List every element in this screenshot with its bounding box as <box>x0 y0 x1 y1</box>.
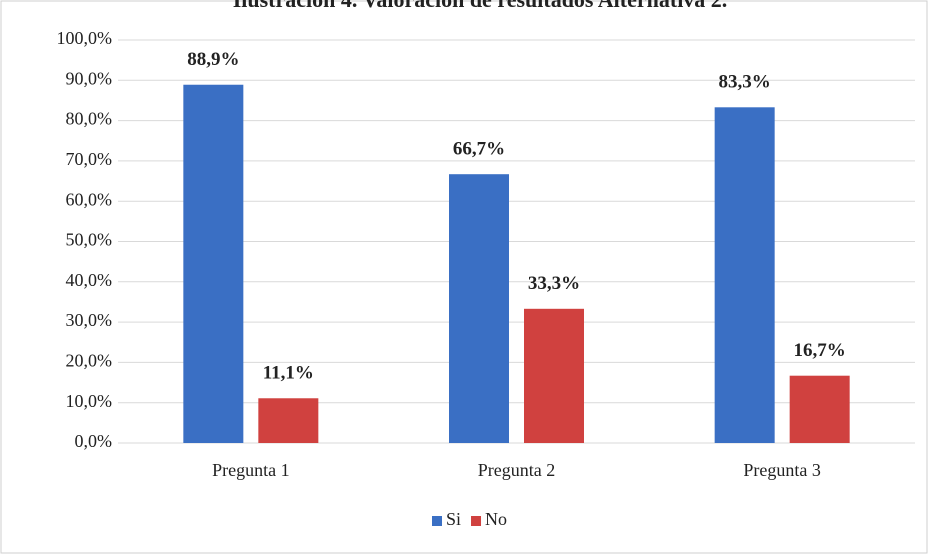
y-tick-label: 0,0% <box>75 431 113 451</box>
y-tick-label: 20,0% <box>66 351 113 371</box>
y-tick-label: 30,0% <box>66 310 113 330</box>
bar <box>183 84 244 443</box>
x-tick-label: Pregunta 3 <box>743 460 820 480</box>
x-tick-label: Pregunta 1 <box>212 460 289 480</box>
bar <box>258 398 319 443</box>
y-tick-label: 10,0% <box>66 391 113 411</box>
legend-swatch <box>432 516 442 526</box>
y-tick-label: 50,0% <box>66 230 113 250</box>
data-label: 33,3% <box>528 273 580 294</box>
data-label: 88,9% <box>187 49 239 70</box>
bar <box>789 375 850 443</box>
bar <box>714 107 775 444</box>
chart-title: Ilustración 4. Valoración de resultados … <box>233 0 728 12</box>
bar <box>449 174 509 443</box>
legend-label: Si <box>446 509 461 529</box>
legend-label: No <box>485 509 507 529</box>
x-tick-label: Pregunta 2 <box>478 460 555 480</box>
y-tick-label: 90,0% <box>66 68 113 88</box>
data-label: 83,3% <box>719 72 771 93</box>
y-tick-label: 40,0% <box>66 270 113 290</box>
y-tick-label: 60,0% <box>66 189 113 209</box>
data-label: 16,7% <box>794 340 846 361</box>
legend-swatch <box>471 516 482 526</box>
data-label: 11,1% <box>263 363 314 384</box>
y-tick-label: 70,0% <box>66 149 113 169</box>
y-tick-label: 80,0% <box>66 109 113 129</box>
y-tick-label: 100,0% <box>57 28 113 48</box>
data-label: 66,7% <box>453 139 505 160</box>
bar <box>524 308 584 443</box>
